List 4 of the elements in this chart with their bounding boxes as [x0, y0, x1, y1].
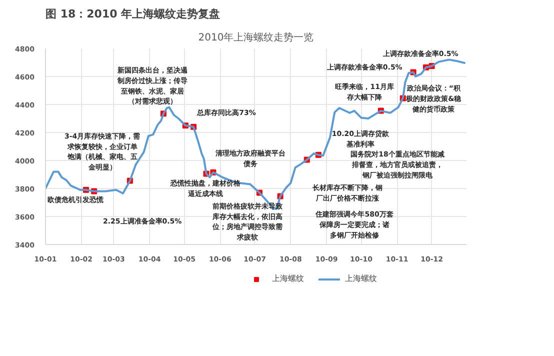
- legend-label: 上海螺纹: [345, 273, 377, 284]
- chart-title: 2010年上海螺纹走势一览: [198, 32, 314, 44]
- legend-label: 上海螺纹: [272, 273, 304, 284]
- caption: 图 18：2010 年上海螺纹走势复盘: [46, 8, 220, 20]
